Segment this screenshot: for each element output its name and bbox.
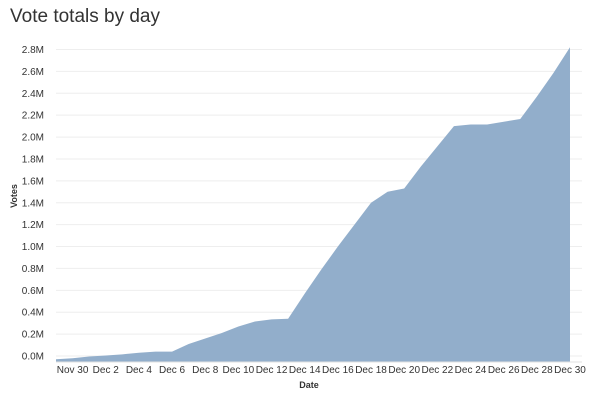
x-tick-label: Dec 6 bbox=[159, 365, 186, 376]
x-tick-label: Dec 4 bbox=[126, 365, 153, 376]
x-tick-label: Dec 8 bbox=[192, 365, 219, 376]
y-tick-label: 0.6M bbox=[22, 286, 44, 297]
y-tick-label: 1.8M bbox=[22, 154, 44, 165]
x-tick-label: Dec 16 bbox=[322, 365, 354, 376]
y-tick-label: 0.8M bbox=[22, 264, 44, 275]
x-tick-label: Dec 12 bbox=[256, 365, 288, 376]
y-tick-label: 1.4M bbox=[22, 198, 44, 209]
chart-title: Vote totals by day bbox=[10, 6, 160, 27]
x-tick-label: Dec 18 bbox=[355, 365, 387, 376]
x-tick-label: Dec 24 bbox=[455, 365, 487, 376]
x-tick-label: Dec 28 bbox=[521, 365, 553, 376]
y-tick-label: 2.0M bbox=[22, 133, 44, 144]
y-tick-label: 2.8M bbox=[22, 45, 44, 56]
y-tick-label: 2.4M bbox=[22, 89, 44, 100]
y-tick-label: 1.2M bbox=[22, 220, 44, 231]
y-tick-label: 2.6M bbox=[22, 67, 44, 78]
y-tick-label: 0.4M bbox=[22, 308, 44, 319]
area-series bbox=[56, 47, 570, 362]
y-axis-ticks: 0.0M 0.2M 0.4M 0.6M 0.8M 1.0M 1.2M 1.4M 1.6M 1.8M… bbox=[22, 45, 44, 363]
y-tick-label: 1.6M bbox=[22, 176, 44, 187]
y-tick-label: 1.0M bbox=[22, 242, 44, 253]
x-tick-label: Dec 14 bbox=[289, 365, 321, 376]
y-tick-label: 0.0M bbox=[22, 352, 44, 363]
x-tick-label: Dec 30 bbox=[554, 365, 586, 376]
y-tick-label: 2.2M bbox=[22, 111, 44, 122]
x-tick-label: Dec 20 bbox=[388, 365, 420, 376]
y-tick-label: 0.2M bbox=[22, 330, 44, 341]
x-axis-ticks: Nov 30 Dec 2 Dec 4 Dec 6 Dec 8 Dec 10 Dec 12 De… bbox=[57, 365, 587, 376]
x-tick-label: Nov 30 bbox=[57, 365, 89, 376]
x-tick-label: Dec 22 bbox=[422, 365, 454, 376]
y-axis-title: Votes bbox=[9, 184, 19, 208]
x-tick-label: Dec 10 bbox=[223, 365, 255, 376]
x-axis-title: Date bbox=[299, 380, 319, 390]
x-tick-label: Dec 2 bbox=[93, 365, 120, 376]
area-series-fill bbox=[56, 47, 570, 362]
x-tick-label: Dec 26 bbox=[488, 365, 520, 376]
